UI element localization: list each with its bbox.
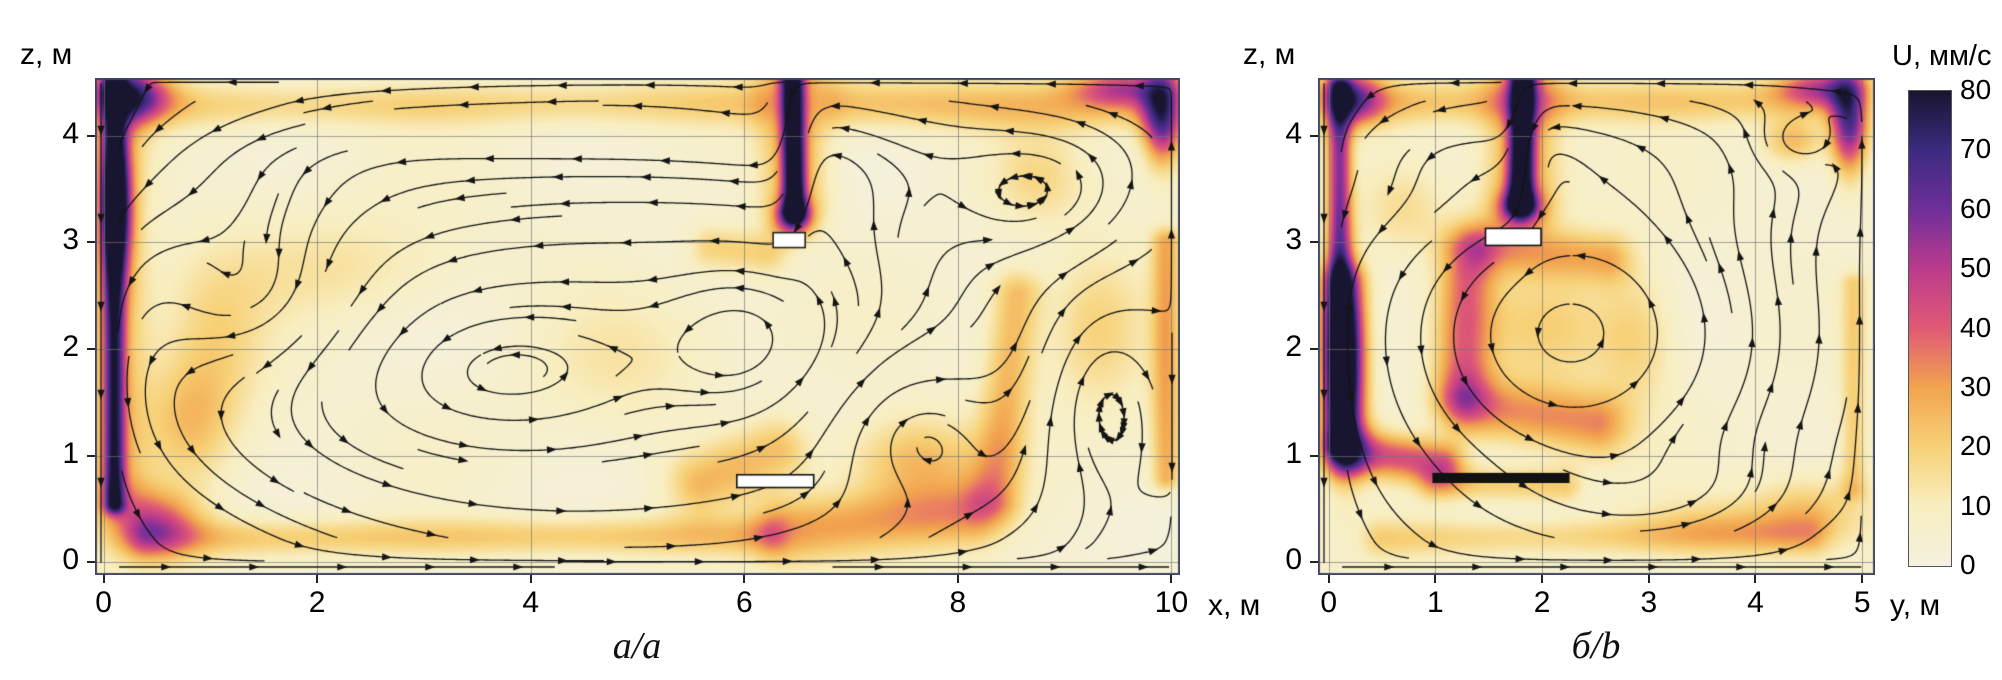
y-tick: [1310, 347, 1318, 350]
x-tick-label: 1: [1427, 586, 1444, 619]
panel-a-plot-canvas: [95, 78, 1180, 575]
x-tick-label: 2: [308, 586, 326, 619]
y-tick-label: 3: [1285, 223, 1302, 257]
x-tick-label: 0: [95, 586, 112, 619]
colorbar-tick-label: 40: [1960, 311, 1992, 343]
y-tick-label: 4: [62, 116, 79, 150]
panel-b-ylabel: z, м: [1243, 38, 1296, 71]
colorbar-tick-label: 0: [1960, 549, 1976, 580]
x-tick: [1327, 575, 1330, 583]
panel-b-plot-canvas: [1318, 78, 1875, 575]
x-tick: [529, 575, 532, 583]
x-tick-label: 10: [1154, 586, 1189, 619]
panel-a-caption: a/a: [612, 625, 662, 667]
x-tick: [743, 575, 746, 583]
x-tick: [1647, 575, 1650, 583]
colorbar: [1908, 90, 1952, 567]
colorbar-tick-label: 70: [1960, 133, 1992, 165]
y-tick: [87, 241, 95, 244]
y-tick-label: 1: [62, 436, 79, 470]
x-tick-label: 4: [522, 586, 540, 619]
y-tick: [87, 134, 95, 137]
y-tick-label: 3: [62, 223, 79, 257]
x-tick: [316, 575, 319, 583]
panel-a-xlabel: x, м: [1208, 589, 1261, 622]
y-tick-label: 0: [1285, 543, 1302, 577]
x-tick-label: 0: [1320, 586, 1337, 619]
y-tick-label: 1: [1285, 436, 1302, 470]
x-tick: [1541, 575, 1544, 583]
colorbar-tick-label: 10: [1960, 489, 1992, 521]
x-tick: [1861, 575, 1864, 583]
x-tick-label: 5: [1853, 586, 1871, 619]
x-tick: [1170, 575, 1173, 583]
y-tick-label: 0: [62, 543, 79, 577]
y-tick: [87, 454, 95, 457]
x-tick-label: 8: [949, 586, 967, 619]
x-tick: [1754, 575, 1757, 583]
colorbar-tick-label: 50: [1960, 252, 1992, 284]
y-tick: [87, 347, 95, 350]
x-tick: [956, 575, 959, 583]
y-tick-label: 2: [1285, 329, 1302, 363]
y-tick: [87, 561, 95, 564]
colorbar-tick-label: 30: [1960, 370, 1992, 402]
panel-a-ylabel: z, м: [20, 38, 73, 71]
x-tick-label: 6: [735, 586, 753, 619]
colorbar-tick-label: 20: [1960, 430, 1992, 462]
x-tick: [1434, 575, 1437, 583]
y-tick-label: 4: [1285, 116, 1302, 150]
colorbar-title: U, мм/с: [1892, 40, 1992, 72]
x-tick-label: 2: [1533, 586, 1551, 619]
x-tick-label: 4: [1747, 586, 1764, 619]
x-tick: [102, 575, 105, 583]
y-tick: [1310, 561, 1318, 564]
y-tick: [1310, 454, 1318, 457]
panel-b-xlabel: y, м: [1890, 589, 1941, 622]
panel-b-caption: б/b: [1571, 625, 1621, 667]
y-tick: [1310, 241, 1318, 244]
colorbar-tick-label: 60: [1960, 192, 1992, 224]
y-tick-label: 2: [62, 329, 79, 363]
colorbar-tick-label: 80: [1960, 74, 1992, 105]
x-tick-label: 3: [1640, 586, 1658, 619]
y-tick: [1310, 134, 1318, 137]
